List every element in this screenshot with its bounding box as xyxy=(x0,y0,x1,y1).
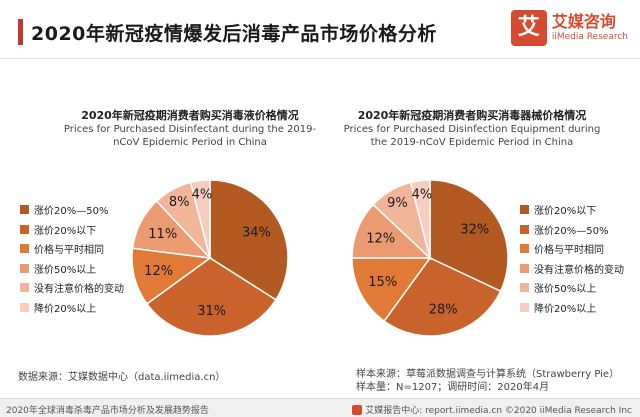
pie-slice-label: 15% xyxy=(368,275,397,290)
chart-1-title-en-line2: nCoV Epidemic Period in China xyxy=(113,137,267,148)
pie-slice-label: 32% xyxy=(460,223,489,238)
legend-label: 涨价50%以上 xyxy=(534,284,597,296)
legend-label: 价格与平时相同 xyxy=(34,245,104,257)
chart-2-title-cn: 2020年新冠疫期消费者购买消毒器械价格情况 xyxy=(357,109,587,122)
pie-slice-label: 4% xyxy=(412,188,433,203)
legend-swatch xyxy=(20,205,29,215)
page-title: 2020年新冠疫情爆发后消毒产品市场价格分析 xyxy=(31,22,437,45)
logo-name-en: iiMedia Research xyxy=(551,32,628,42)
pie-slice xyxy=(409,179,431,259)
footer-credit-text: 艾媒报告中心: report.iimedia.cn ©2020 iiMedia … xyxy=(365,406,632,416)
chart-2-title-en-line2: the 2019-nCoV Epidemic Period in China xyxy=(370,137,574,148)
pie-chart-disinfectant: 34% 31% 12% 11% 8% 4% xyxy=(131,179,289,337)
pie-slice xyxy=(383,257,502,337)
legend-label: 涨价50%以上 xyxy=(34,264,97,276)
pie-slice-label: 12% xyxy=(144,264,173,279)
legend-label: 没有注意价格的变动 xyxy=(534,264,624,276)
legend-swatch xyxy=(20,283,29,293)
legend-item: 涨价50%以上 xyxy=(20,259,124,279)
legend-item: 降价20%以上 xyxy=(20,298,124,318)
legend-label: 降价20%以上 xyxy=(34,303,97,315)
title-accent-bar xyxy=(18,19,23,45)
pie-slice-label: 34% xyxy=(242,225,271,240)
pie-slice-label: 8% xyxy=(169,195,190,210)
pie-slice-label: 9% xyxy=(387,196,408,211)
legend-swatch xyxy=(520,244,529,254)
legend-swatch xyxy=(520,205,529,215)
footer-report-title: 2020年全球消毒杀毒产品市场分析及发展趋势报告 xyxy=(6,406,209,416)
legend-item: 降价20%以上 xyxy=(520,298,624,318)
footer-credit: 艾媒报告中心: report.iimedia.cn ©2020 iiMedia … xyxy=(352,403,632,416)
logo-name-cn: 艾媒咨询 xyxy=(551,12,616,31)
pie-slice-label: 31% xyxy=(197,304,226,319)
legend-item: 涨价50%以上 xyxy=(520,278,624,298)
legend-swatch xyxy=(520,224,529,234)
legend-label: 涨价20%—50% xyxy=(534,225,609,237)
legend-label: 没有注意价格的变动 xyxy=(34,284,124,296)
legend-swatch xyxy=(520,302,529,312)
pie-slice xyxy=(145,257,277,337)
sample-size-line: 样本量：N=1207；调研时间：2020年4月 xyxy=(356,382,550,393)
chart-2-title: 2020年新冠疫期消费者购买消毒器械价格情况 Prices for Purcha… xyxy=(322,108,622,149)
footer-logo-icon xyxy=(352,404,363,415)
legend-label: 涨价20%以下 xyxy=(534,206,597,218)
logo-text: 艾媒咨询 iiMedia Research xyxy=(552,13,628,43)
legend-disinfectant: 涨价20%—50% 涨价20%以下 价格与平时相同 涨价50%以上没有注意价格的变动降… xyxy=(20,200,124,317)
legend-item: 价格与平时相同 xyxy=(520,239,624,259)
sample-source-note: 样本来源：草莓派数据调查与计算系统（Strawberry Pie） 样本量：N=… xyxy=(356,368,619,394)
legend-label: 涨价20%—50% xyxy=(34,206,109,218)
legend-item: 涨价20%—50% xyxy=(20,200,124,220)
legend-disinfection-equipment: 涨价20%以下 涨价20%—50% 价格与平时相同没有注意价格的变动 涨价50%以上降… xyxy=(520,200,624,317)
pie-slice xyxy=(351,257,432,323)
legend-item: 价格与平时相同 xyxy=(20,239,124,259)
pie-slice-label: 11% xyxy=(148,227,177,242)
legend-label: 降价20%以上 xyxy=(534,303,597,315)
legend-item: 涨价20%—50% xyxy=(520,220,624,240)
legend-label: 涨价20%以下 xyxy=(34,225,97,237)
pie-slice xyxy=(429,179,509,293)
pie-chart-disinfection-equipment: 32% 28% 15% 12% 9% 4% xyxy=(351,179,509,337)
legend-item: 涨价20%以下 xyxy=(20,220,124,240)
footer-bar: 2020年全球消毒杀毒产品市场分析及发展趋势报告 艾媒报告中心: report.… xyxy=(0,398,640,417)
chart-1-title: 2020年新冠疫期消费者购买消毒液价格情况 Prices for Purchas… xyxy=(40,108,340,149)
legend-swatch xyxy=(520,283,529,293)
iimedia-logo: 艾 艾媒咨询 iiMedia Research xyxy=(510,10,628,46)
logo-mark: 艾 xyxy=(510,10,547,46)
pie-slice-label: 12% xyxy=(366,231,395,246)
chart-2-title-en-line1: Prices for Purchased Disinfection Equipm… xyxy=(343,124,601,135)
legend-item: 涨价20%以下 xyxy=(520,200,624,220)
header-divider xyxy=(0,58,640,59)
legend-item: 没有注意价格的变动 xyxy=(520,259,624,279)
chart-1-title-en-line1: Prices for Purchased Disinfectant during… xyxy=(63,124,317,135)
data-source-note: 数据来源：艾媒数据中心（data.iimedia.cn） xyxy=(18,372,226,383)
legend-item: 没有注意价格的变动 xyxy=(20,278,124,298)
legend-swatch xyxy=(20,224,29,234)
sample-source-line: 样本来源：草莓派数据调查与计算系统（Strawberry Pie） xyxy=(356,369,620,380)
legend-swatch xyxy=(20,263,29,273)
chart-1-title-cn: 2020年新冠疫期消费者购买消毒液价格情况 xyxy=(81,109,299,122)
pie-slice xyxy=(189,179,211,259)
legend-label: 价格与平时相同 xyxy=(534,245,604,257)
legend-swatch xyxy=(20,302,29,312)
pie-slice-label: 4% xyxy=(192,188,213,203)
legend-swatch xyxy=(520,263,529,273)
title-bar: 2020年新冠疫情爆发后消毒产品市场价格分析 xyxy=(18,18,437,46)
pie-slice-label: 28% xyxy=(429,302,458,317)
legend-swatch xyxy=(20,244,29,254)
